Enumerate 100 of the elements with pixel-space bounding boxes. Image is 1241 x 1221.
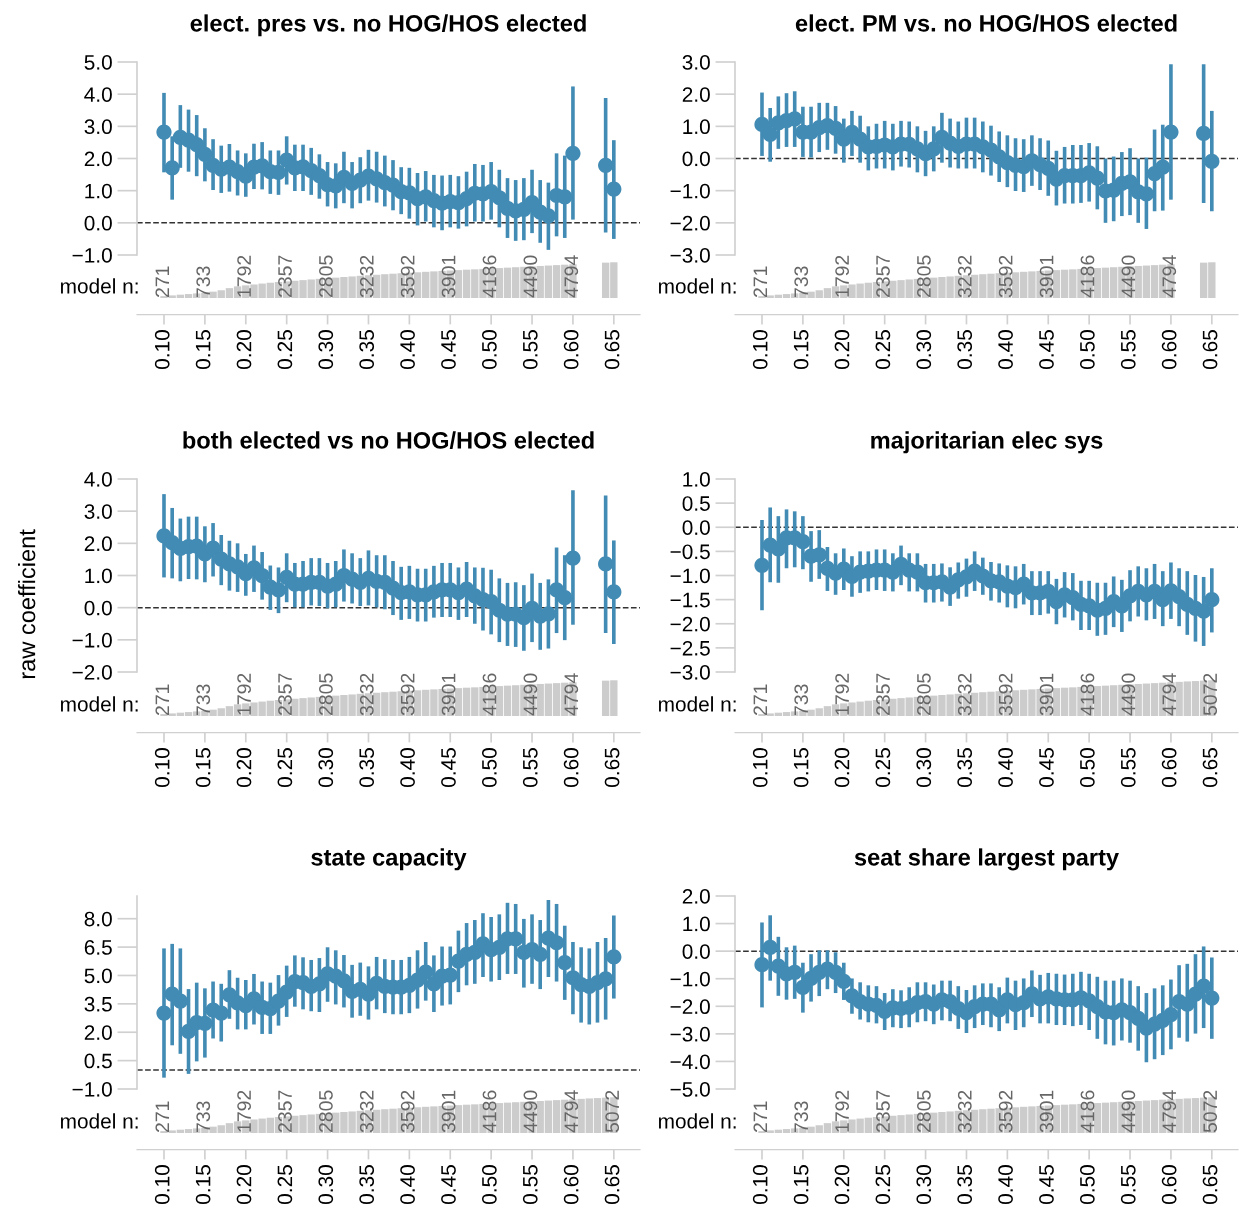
x-tick-label: 0.10: [154, 1165, 170, 1204]
y-tick-label: −5.0: [670, 1082, 710, 1097]
data-label: 1792: [237, 1090, 251, 1132]
y-tick-label: −1.0: [72, 1082, 112, 1097]
data-label: 3592: [998, 673, 1013, 716]
data-label: 3901: [1039, 1090, 1054, 1133]
x-tick-label: 0.60: [1161, 1165, 1177, 1204]
x-tick-label: 0.40: [998, 748, 1013, 787]
x-tick-label: 0.30: [916, 1165, 932, 1204]
y-axis-title: raw coefficient: [17, 529, 36, 679]
x-tick-label: 0.50: [1079, 330, 1095, 369]
data-label: 733: [794, 266, 809, 297]
data-label: 3232: [359, 255, 374, 298]
data-label: 271: [155, 1101, 170, 1133]
x-tick-label: 0.55: [522, 748, 538, 787]
y-tick-label: −2.5: [670, 640, 710, 656]
data-label: 4186: [1080, 255, 1095, 298]
x-tick-label: 0.25: [277, 1165, 293, 1204]
data-label: 3901: [441, 1090, 456, 1133]
data-label: 2805: [319, 255, 333, 298]
y-tick-label: −1.5: [670, 592, 710, 608]
data-label: 3592: [400, 255, 415, 298]
x-tick-label: 0.50: [481, 330, 497, 369]
x-tick-label: 0.65: [604, 1165, 620, 1204]
x-tick-label: 0.40: [400, 1165, 415, 1204]
chart-title: majoritarian elec sys: [871, 431, 1103, 454]
x-tick-label: 0.60: [563, 748, 579, 787]
x-tick-label: 0.15: [195, 1165, 211, 1204]
x-tick-label: 0.40: [998, 330, 1013, 369]
data-label: 733: [196, 1101, 211, 1132]
x-tick-label: 0.25: [277, 748, 293, 787]
x-tick-label: 0.50: [1079, 748, 1095, 787]
x-tick-label: 0.50: [1079, 1165, 1095, 1204]
chart-title: seat share largest party: [854, 848, 1119, 871]
x-tick-label: 0.35: [957, 1165, 973, 1204]
x-tick-label: 0.20: [236, 748, 252, 787]
x-tick-label: 0.30: [318, 330, 334, 369]
y-tick-label: 3.0: [84, 504, 112, 519]
x-tick-label: 0.55: [1120, 1165, 1136, 1204]
x-tick-label: 0.35: [359, 1165, 375, 1204]
data-label: 3592: [998, 1090, 1013, 1133]
x-tick-label: 0.60: [1161, 330, 1177, 369]
y-tick-label: 1.0: [85, 183, 112, 199]
data-label: 5072: [605, 1090, 620, 1133]
x-tick-label: 0.40: [400, 330, 415, 369]
y-axis-title: model n:: [659, 278, 736, 294]
y-tick-label: 2.0: [84, 536, 112, 552]
data-label: 3232: [957, 1090, 972, 1133]
data-label: 3592: [400, 1090, 415, 1133]
data-label: 1792: [835, 1090, 849, 1132]
data-label: 3232: [957, 673, 972, 716]
x-tick-label: 0.15: [793, 330, 809, 369]
x-tick-label: 0.60: [563, 1165, 579, 1204]
y-tick-label: −3.0: [670, 665, 710, 680]
chart-title: elect. pres vs. no HOG/HOS elected: [190, 14, 586, 37]
x-tick-label: 0.45: [441, 330, 456, 369]
y-tick-label: −1.0: [72, 632, 112, 648]
x-tick-label: 0.65: [604, 330, 620, 369]
data-label: 3592: [998, 255, 1013, 298]
data-label: 4794: [1162, 255, 1177, 298]
y-tick-label: −2.0: [670, 215, 710, 231]
y-tick-label: 3.0: [84, 119, 112, 135]
chart-title: state capacity: [311, 848, 467, 871]
data-label: 5072: [1203, 1090, 1218, 1133]
data-label: 4794: [564, 673, 579, 716]
x-tick-label: 0.20: [834, 1165, 850, 1204]
y-tick-label: 3.0: [682, 55, 710, 70]
data-label: 2357: [876, 255, 890, 298]
data-label: 733: [196, 684, 211, 715]
data-label: 2805: [319, 673, 333, 716]
data-label: 4490: [1121, 673, 1136, 716]
data-label: 271: [155, 684, 170, 716]
x-tick-label: 0.25: [875, 1165, 891, 1204]
y-tick-label: −1.0: [670, 568, 710, 584]
x-tick-label: 0.65: [1202, 1165, 1218, 1204]
x-tick-label: 0.10: [752, 1165, 768, 1204]
y-tick-label: −4.0: [670, 1054, 710, 1070]
x-tick-label: 0.55: [522, 330, 538, 369]
y-tick-label: 2.0: [84, 151, 112, 167]
data-label: 4794: [1162, 1090, 1177, 1133]
y-axis-title: model n:: [659, 696, 736, 712]
y-tick-label: 0.5: [84, 1053, 112, 1069]
y-tick-label: −3.0: [670, 1026, 710, 1042]
x-tick-label: 0.15: [195, 330, 211, 369]
x-tick-label: 0.65: [1202, 330, 1218, 369]
x-tick-label: 0.10: [154, 748, 170, 787]
y-tick-label: 0.0: [682, 151, 710, 167]
data-label: 4186: [482, 673, 497, 716]
x-tick-label: 0.15: [195, 748, 211, 787]
y-tick-label: −1.0: [72, 248, 112, 263]
y-tick-label: 8.0: [84, 911, 112, 927]
x-tick-label: 0.55: [522, 1165, 538, 1204]
x-tick-label: 0.55: [1120, 330, 1136, 369]
data-label: 3592: [400, 673, 415, 716]
y-tick-label: 4.0: [84, 87, 112, 102]
y-tick-label: 5.0: [84, 55, 112, 70]
y-axis-title: model n:: [659, 1113, 736, 1129]
data-label: 1792: [237, 673, 251, 715]
data-label: 733: [196, 266, 211, 297]
data-label: 4794: [564, 255, 579, 298]
